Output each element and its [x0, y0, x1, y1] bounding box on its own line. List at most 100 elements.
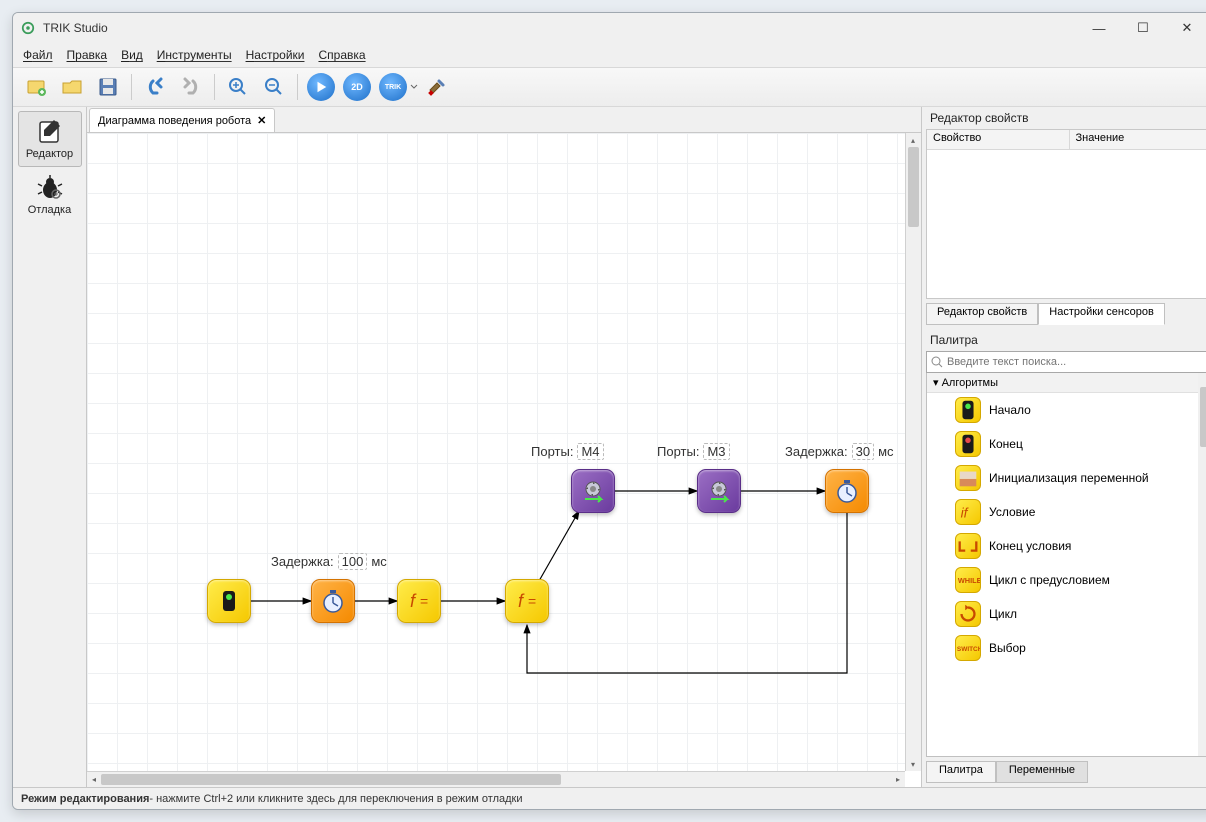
- vertical-scrollbar[interactable]: ▴ ▾: [905, 133, 921, 771]
- node-start[interactable]: [207, 579, 251, 623]
- redo-button[interactable]: [174, 70, 208, 104]
- menu-tools[interactable]: Инструменты: [157, 48, 232, 62]
- zoom-in-button[interactable]: [221, 70, 255, 104]
- tab-sensor-settings[interactable]: Настройки сенсоров: [1038, 303, 1165, 325]
- edit-icon: [36, 118, 64, 146]
- palette-item-label: Инициализация переменной: [989, 471, 1149, 485]
- palette-title: Палитра: [922, 329, 1206, 351]
- var-icon: [955, 465, 981, 491]
- svg-text:f: f: [518, 591, 525, 611]
- palette-item[interactable]: Конец: [927, 427, 1206, 461]
- new-file-button[interactable]: [19, 70, 53, 104]
- node-timer2[interactable]: [825, 469, 869, 513]
- svg-text:f: f: [410, 591, 417, 611]
- node-label: Задержка:100мс: [271, 553, 387, 570]
- doc-tab-row: Диаграмма поведения робота ✕: [87, 107, 921, 133]
- switch-icon: SWITCH: [955, 635, 981, 661]
- doc-tab-label: Диаграмма поведения робота: [98, 115, 251, 127]
- palette-scrollbar[interactable]: [1198, 373, 1206, 756]
- doc-tab-close-icon[interactable]: ✕: [257, 114, 266, 127]
- sidetab-editor-label: Редактор: [26, 148, 73, 160]
- sidetab-debug[interactable]: Отладка: [18, 167, 82, 223]
- palette-item[interactable]: WHILE Цикл с предусловием: [927, 563, 1206, 597]
- palette-item[interactable]: Инициализация переменной: [927, 461, 1206, 495]
- minimize-button[interactable]: —: [1077, 14, 1121, 42]
- palette-item-label: Цикл с предусловием: [989, 573, 1110, 587]
- close-button[interactable]: ✕: [1165, 14, 1206, 42]
- node-label: Порты:M3: [657, 443, 734, 460]
- status-hint: - нажмите Ctrl+2 или кликните здесь для …: [149, 793, 522, 805]
- play-button[interactable]: [307, 73, 335, 101]
- loop-icon: [955, 601, 981, 627]
- content: Редактор Отладка Диаграмма поведения роб…: [13, 107, 1206, 787]
- menu-help[interactable]: Справка: [318, 48, 365, 62]
- menu-view[interactable]: Вид: [121, 48, 143, 62]
- palette-item[interactable]: Цикл: [927, 597, 1206, 631]
- canvas-wrap: f= f= Задержка:100мсПорты:M4Порты:M3Заде…: [87, 133, 921, 787]
- menu-file[interactable]: Файл: [23, 48, 53, 62]
- statusbar[interactable]: Режим редактирования - нажмите Ctrl+2 ил…: [13, 787, 1206, 809]
- palette-item[interactable]: if Условие: [927, 495, 1206, 529]
- app-window: TRIK Studio — ☐ ✕ Файл Правка Вид Инстру…: [12, 12, 1206, 810]
- palette-item-label: Условие: [989, 505, 1035, 519]
- tab-property-editor[interactable]: Редактор свойств: [926, 303, 1038, 325]
- node-motor2[interactable]: [697, 469, 741, 513]
- property-grid[interactable]: Свойство Значение: [926, 129, 1206, 299]
- horizontal-scrollbar[interactable]: ◂ ▸: [87, 771, 905, 787]
- mode-trik-button[interactable]: TRIK: [379, 73, 407, 101]
- node-fn1[interactable]: f=: [397, 579, 441, 623]
- palette-search[interactable]: [926, 351, 1206, 373]
- node-label: Порты:M4: [531, 443, 608, 460]
- node-motor1[interactable]: [571, 469, 615, 513]
- node-fn2[interactable]: f=: [505, 579, 549, 623]
- if-icon: if: [955, 499, 981, 525]
- palette-tree[interactable]: ▾ Алгоритмы Начало Конец Инициализация пер…: [926, 373, 1206, 757]
- save-button[interactable]: [91, 70, 125, 104]
- sidebar-left: Редактор Отладка: [13, 107, 87, 787]
- sidetab-debug-label: Отладка: [28, 204, 71, 216]
- menubar: Файл Правка Вид Инструменты Настройки Сп…: [13, 43, 1206, 67]
- prop-col-property: Свойство: [927, 130, 1070, 149]
- palette-item[interactable]: Конец условия: [927, 529, 1206, 563]
- settings-button[interactable]: [420, 70, 454, 104]
- status-mode: Режим редактирования: [21, 793, 149, 805]
- svg-text:=: =: [420, 593, 428, 609]
- menu-edit[interactable]: Правка: [67, 48, 108, 62]
- undo-button[interactable]: [138, 70, 172, 104]
- palette-item-label: Начало: [989, 403, 1031, 417]
- svg-text:SWITCH: SWITCH: [957, 646, 980, 653]
- menu-settings[interactable]: Настройки: [246, 48, 305, 62]
- palette-item-label: Конец условия: [989, 539, 1071, 553]
- palette-group[interactable]: ▾ Алгоритмы: [927, 373, 1206, 393]
- doc-tab[interactable]: Диаграмма поведения робота ✕: [89, 108, 275, 132]
- canvas[interactable]: f= f= Задержка:100мсПорты:M4Порты:M3Заде…: [87, 133, 905, 771]
- bug-icon: [36, 174, 64, 202]
- property-tabs: Редактор свойств Настройки сенсоров: [926, 303, 1206, 325]
- node-timer1[interactable]: [311, 579, 355, 623]
- palette-item[interactable]: Начало: [927, 393, 1206, 427]
- palette-search-input[interactable]: [947, 356, 1206, 368]
- palette-item-label: Цикл: [989, 607, 1017, 621]
- palette-item[interactable]: SWITCH Выбор: [927, 631, 1206, 665]
- property-editor-title: Редактор свойств: [922, 107, 1206, 129]
- while-icon: WHILE: [955, 567, 981, 593]
- tab-palette[interactable]: Палитра: [926, 761, 996, 783]
- right-panel: Редактор свойств Свойство Значение Редак…: [921, 107, 1206, 787]
- end-icon: [955, 431, 981, 457]
- mode-2d-button[interactable]: 2D: [343, 73, 371, 101]
- main-area: Диаграмма поведения робота ✕ f= f=: [87, 107, 921, 787]
- palette-item-label: Конец: [989, 437, 1023, 451]
- node-label: Задержка:30мс: [785, 443, 894, 460]
- sidetab-editor[interactable]: Редактор: [18, 111, 82, 167]
- maximize-button[interactable]: ☐: [1121, 14, 1165, 42]
- window-title: TRIK Studio: [43, 21, 1077, 35]
- open-button[interactable]: [55, 70, 89, 104]
- zoom-out-button[interactable]: [257, 70, 291, 104]
- prop-col-value: Значение: [1070, 130, 1206, 149]
- tab-variables[interactable]: Переменные: [996, 761, 1088, 783]
- start-icon: [955, 397, 981, 423]
- palette-item-label: Выбор: [989, 641, 1026, 655]
- svg-text:if: if: [961, 505, 970, 521]
- dropdown-icon[interactable]: [410, 77, 418, 97]
- search-icon: [931, 356, 943, 368]
